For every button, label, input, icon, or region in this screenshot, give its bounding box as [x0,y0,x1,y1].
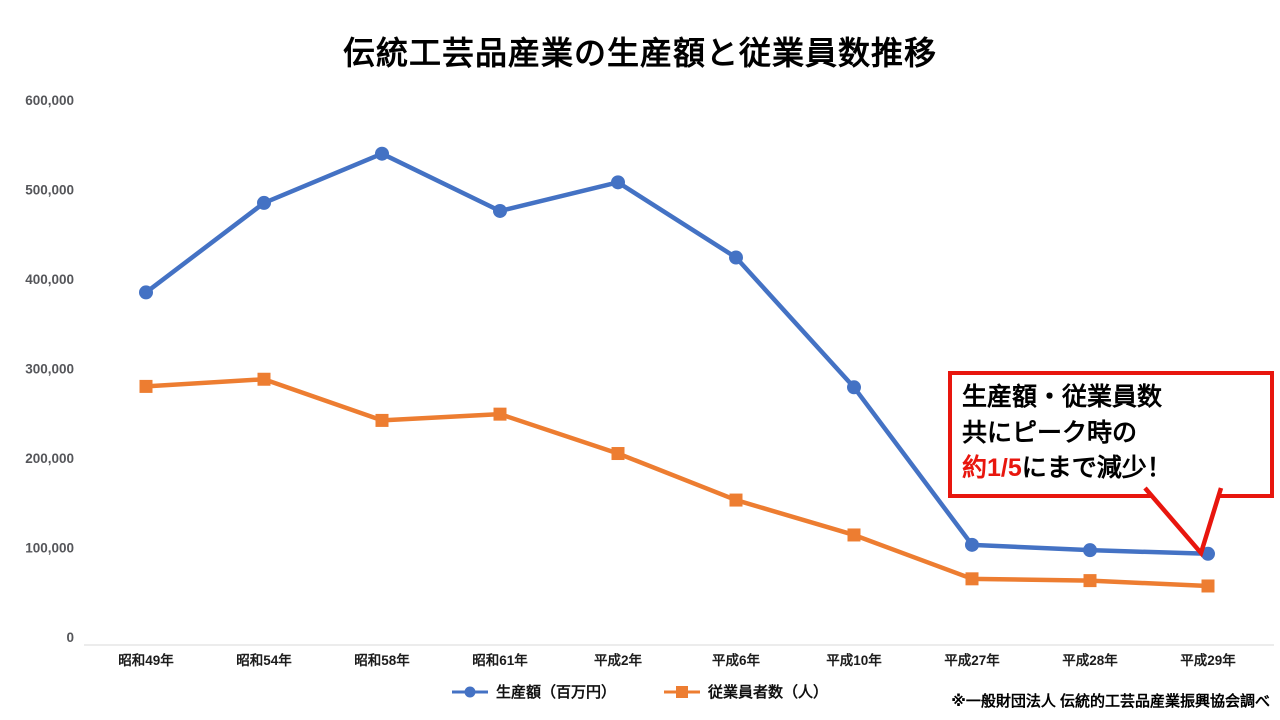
x-axis-tick-label: 平成27年 [944,652,1000,668]
legend-line-circle-icon [451,686,488,697]
y-axis-tick-label: 600,000 [25,93,74,108]
data-point-square [729,493,743,507]
data-point-square [611,447,625,461]
y-axis-tick-label: 300,000 [25,362,74,377]
chart-title: 伝統工芸品産業の生産額と従業員数推移 [342,35,937,71]
y-axis-tick-label: 500,000 [25,183,74,198]
data-point-square [965,572,979,586]
source-note: ※一般財団法人 伝統的工芸品産業振興協会調べ [951,693,1270,710]
x-axis-tick-label: 昭和49年 [118,652,174,668]
x-axis-tick-label: 平成29年 [1180,652,1236,668]
callout-line-1: 生産額・従業員数 [962,383,1163,411]
series-line [143,376,1211,589]
data-point-square [257,372,271,386]
legend-line-square-icon [664,685,700,698]
legend-label: 従業員者数（人） [708,684,829,701]
data-point-square [493,407,507,421]
legend-label: 生産額（百万円） [495,684,616,701]
y-axis-tick-label: 400,000 [25,272,74,287]
chart-legend: 生産額（百万円） 従業員者数（人） [0,681,1280,702]
data-point-square [847,528,861,542]
legend-item: 従業員者数（人） [664,681,828,702]
x-axis-tick-label: 平成28年 [1062,652,1118,668]
data-point-circle [1201,546,1215,561]
callout-line-3-rest: にまで減少！ [1021,454,1172,482]
callout-annotation: 生産額・従業員数 共にピーク時の 約1/5にまで減少！ [948,371,1274,498]
callout-line-2: 共にピーク時の [962,418,1138,447]
data-point-circle [1083,543,1097,558]
y-axis-tick-label: 200,000 [25,451,74,466]
callout-pointer-tail [1143,486,1224,558]
data-point-circle [611,175,625,190]
data-point-circle [965,537,979,552]
legend-item: 生産額（百万円） [451,681,616,702]
x-axis-tick-label: 平成6年 [712,652,761,668]
x-axis-tick-label: 昭和54年 [236,652,292,668]
data-point-circle [729,250,743,265]
data-point-square [1201,579,1215,593]
data-point-square [375,413,389,427]
data-point-square [139,379,153,393]
data-point-circle [375,146,389,161]
y-axis-tick-label: 100,000 [25,541,74,556]
x-axis-tick-label: 昭和58年 [354,652,410,668]
series-line [143,151,1211,557]
x-axis-tick-label: 平成2年 [594,652,643,668]
x-axis-tick-label: 昭和61年 [472,652,528,668]
y-axis-tick-label: 0 [66,630,74,645]
callout-line-3: 約1/5にまで減少！ [962,451,1262,487]
data-point-circle [847,380,861,395]
x-axis-tick-label: 平成10年 [826,652,882,668]
data-point-circle [257,195,271,210]
data-point-circle [139,285,153,300]
data-point-circle [493,203,507,218]
callout-highlight-text: 約1/5 [962,454,1022,482]
data-point-square [1083,574,1097,588]
